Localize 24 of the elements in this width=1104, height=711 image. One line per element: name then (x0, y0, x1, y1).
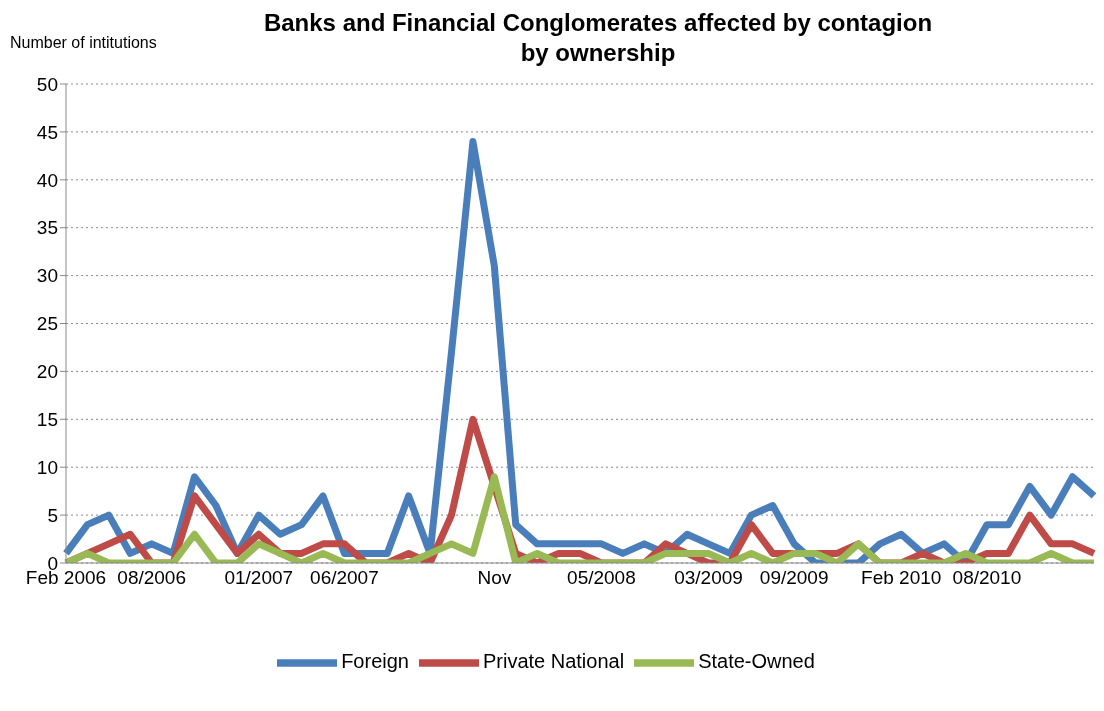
y-tick-label: 40 (36, 169, 58, 191)
y-tick-label: 30 (36, 265, 58, 287)
x-tick-label: 08/2006 (117, 567, 187, 589)
y-tick-label: 10 (36, 456, 58, 478)
x-tick-label: 05/2008 (567, 567, 636, 589)
y-tick-label: 5 (47, 504, 58, 526)
legend-label: Foreign (341, 650, 409, 673)
x-tick-label: 09/2009 (759, 567, 829, 589)
x-tick-label: 03/2009 (674, 567, 743, 589)
x-tick-label: 08/2010 (952, 567, 1022, 589)
y-tick-label: 45 (36, 121, 58, 143)
x-tick-label: 01/2007 (224, 567, 294, 589)
y-tick-label: 50 (36, 73, 58, 95)
y-axis-title: Number of intitutions (10, 34, 157, 52)
x-tick-label: Feb 2010 (861, 567, 942, 589)
y-tick-label: 25 (36, 313, 58, 335)
legend-label: State-Owned (698, 650, 815, 673)
x-tick-label: 06/2007 (310, 567, 379, 589)
y-tick-label: 35 (36, 217, 58, 239)
y-tick-label: 20 (36, 361, 58, 383)
x-tick-label: Nov (477, 567, 512, 589)
chart-title: Banks and Financial Conglomerates affected by contagion by ownership (262, 8, 934, 68)
y-tick-label: 15 (36, 409, 58, 431)
legend-label: Private National (482, 650, 625, 673)
